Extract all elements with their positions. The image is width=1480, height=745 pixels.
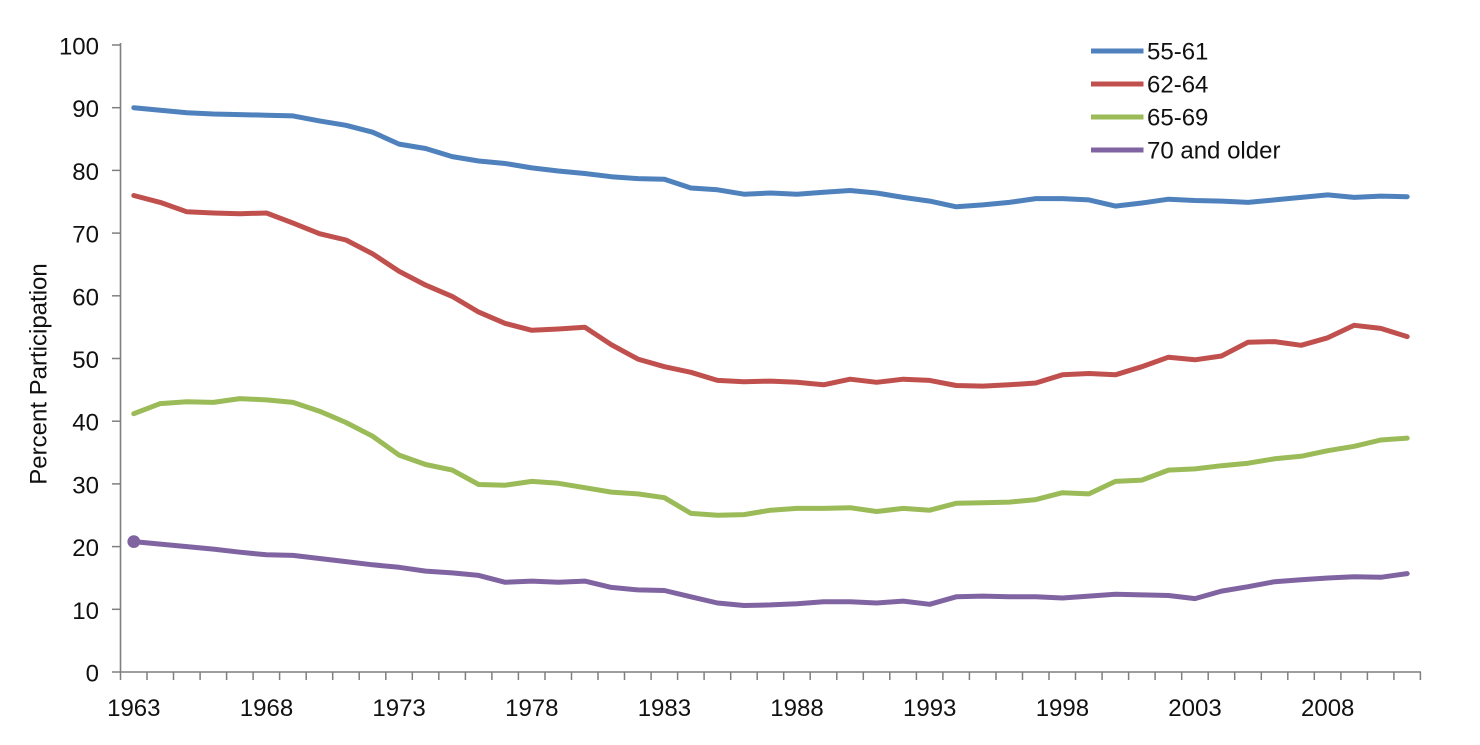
svg-text:1993: 1993	[903, 695, 956, 722]
svg-text:30: 30	[72, 472, 99, 499]
svg-text:1978: 1978	[505, 695, 558, 722]
svg-text:10: 10	[72, 598, 99, 625]
svg-text:1998: 1998	[1036, 695, 1089, 722]
svg-text:2003: 2003	[1168, 695, 1221, 722]
svg-text:70 and older: 70 and older	[1147, 138, 1280, 165]
svg-text:20: 20	[72, 535, 99, 562]
svg-text:55-61: 55-61	[1147, 39, 1208, 66]
svg-text:62-64: 62-64	[1147, 72, 1208, 99]
svg-text:1968: 1968	[240, 695, 293, 722]
svg-text:40: 40	[72, 410, 99, 437]
svg-text:90: 90	[72, 96, 99, 123]
svg-text:1973: 1973	[372, 695, 425, 722]
svg-text:50: 50	[72, 347, 99, 374]
svg-text:80: 80	[72, 159, 99, 186]
svg-text:1963: 1963	[107, 695, 160, 722]
svg-text:1988: 1988	[770, 695, 823, 722]
svg-text:1983: 1983	[638, 695, 691, 722]
svg-text:60: 60	[72, 284, 99, 311]
svg-text:70: 70	[72, 222, 99, 249]
svg-text:100: 100	[59, 34, 99, 61]
svg-text:0: 0	[86, 661, 99, 688]
svg-text:2008: 2008	[1301, 695, 1354, 722]
svg-text:Percent Participation: Percent Participation	[26, 263, 53, 484]
svg-text:65-69: 65-69	[1147, 105, 1208, 132]
